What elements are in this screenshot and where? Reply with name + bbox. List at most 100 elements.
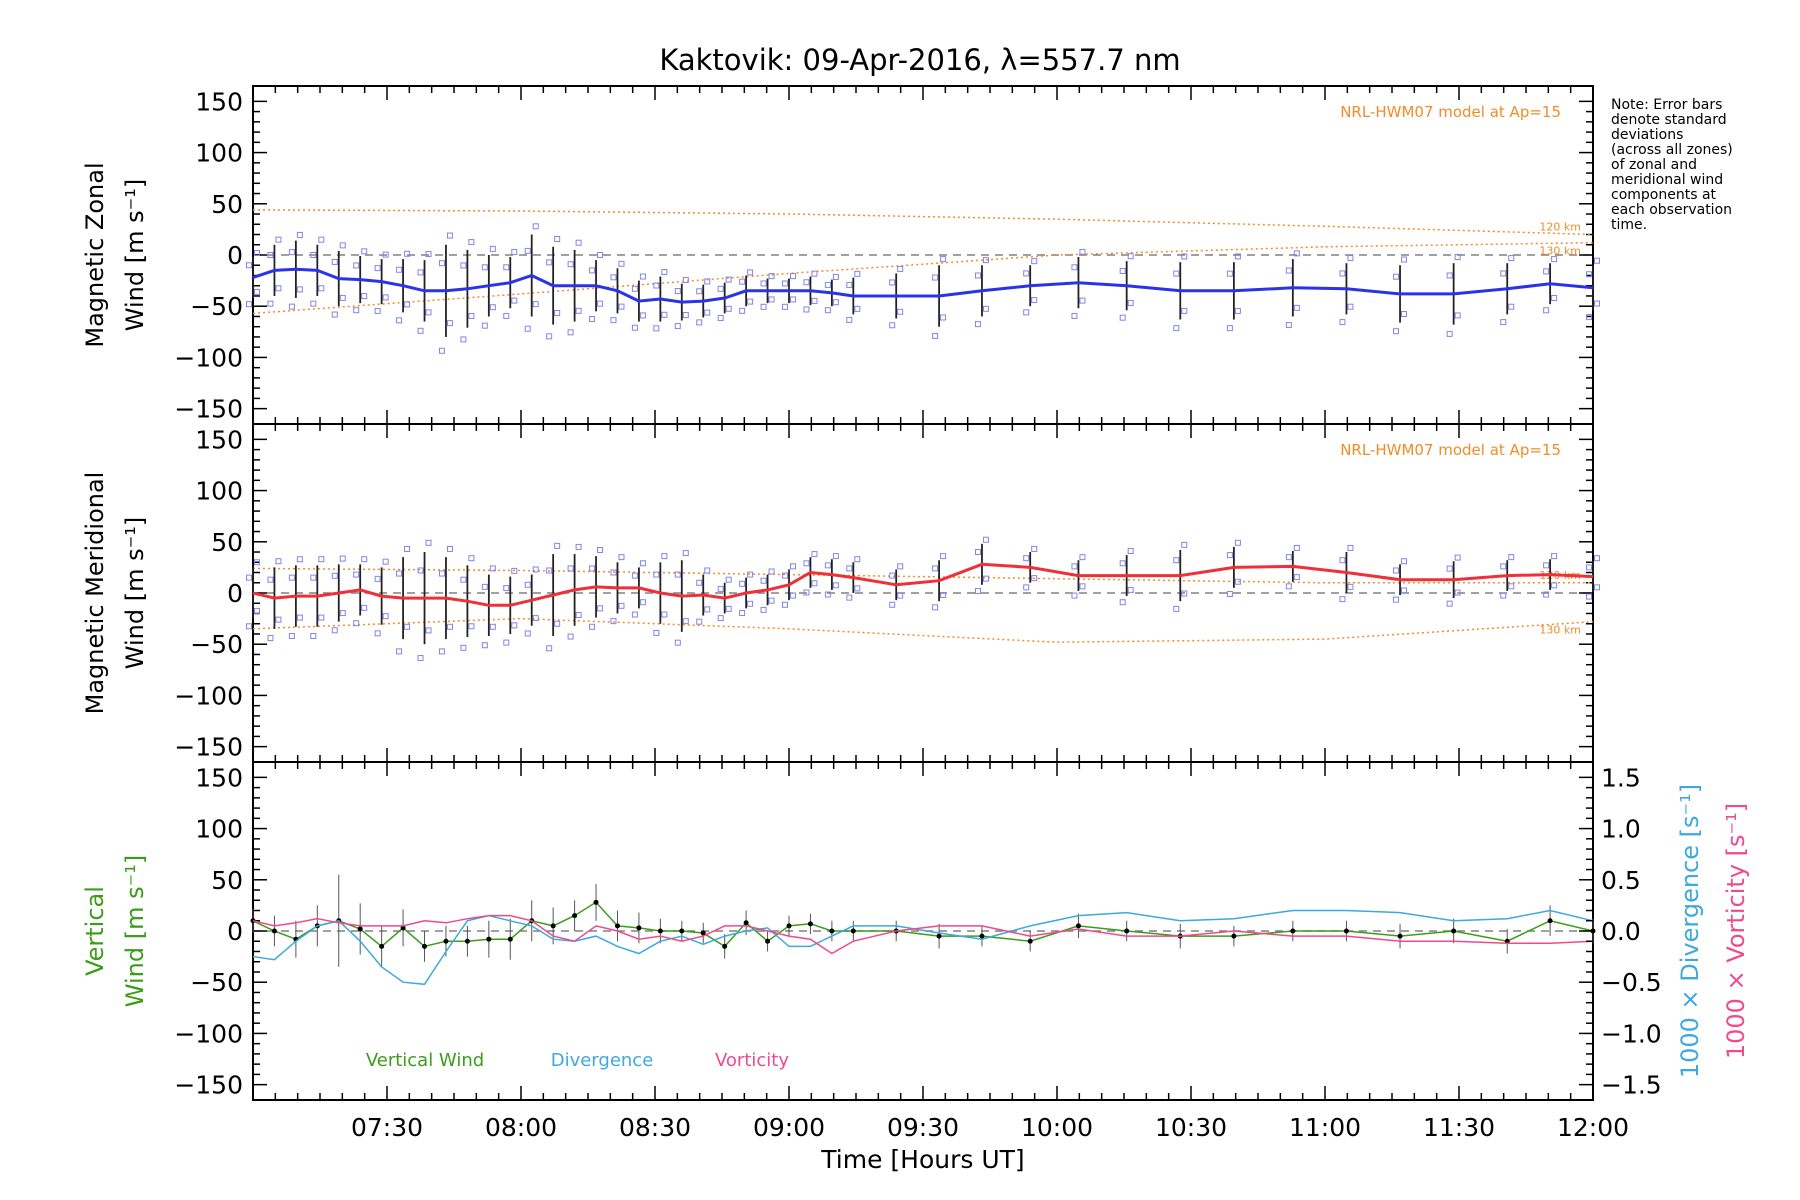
middle-zone-marker	[1454, 589, 1461, 596]
middle-zone-marker	[1079, 583, 1086, 590]
x-axis-title: Time [Hours UT]	[820, 1145, 1024, 1174]
middle-zone-marker	[296, 556, 303, 563]
middle-zone-marker	[618, 602, 625, 609]
middle-zone-marker	[1127, 548, 1134, 555]
bottom-ytick-label: −100	[174, 1019, 243, 1048]
note-line-0: Note: Error bars	[1611, 97, 1722, 113]
top-zone-marker	[567, 329, 574, 336]
top-zone-marker	[374, 307, 381, 314]
top-zone-marker	[503, 264, 510, 271]
middle-model-curve	[252, 567, 1593, 584]
top-zone-marker	[803, 306, 810, 313]
bottom-vertical-point	[357, 926, 363, 932]
top-zone-marker	[1446, 272, 1453, 279]
middle-zone-marker	[438, 648, 445, 655]
top-zone-marker	[275, 236, 282, 243]
top-zone-marker	[1031, 258, 1038, 265]
middle-zone-marker	[331, 572, 338, 579]
middle-zone-marker	[546, 645, 553, 652]
top-zone-marker	[717, 314, 724, 321]
bottom-vertical-point	[464, 938, 470, 944]
top-zone-marker	[661, 269, 668, 276]
middle-zone-marker	[1500, 592, 1507, 599]
top-zone-marker	[631, 324, 638, 331]
bottom-vertical-point	[1397, 933, 1403, 939]
top-zone-marker	[747, 298, 754, 305]
middle-zone-marker	[1079, 554, 1086, 561]
bottom-vertical-point	[422, 943, 428, 949]
top-zone-marker	[481, 264, 488, 271]
top-zone-marker	[310, 300, 317, 307]
top-zone-marker	[1339, 270, 1346, 277]
top-zone-marker	[618, 260, 625, 267]
middle-ytick-label: −100	[174, 681, 243, 710]
top-zone-marker	[267, 300, 274, 307]
top-zone-marker	[725, 305, 732, 312]
top-zone-marker	[503, 312, 510, 319]
bottom-ytick-label: 0	[227, 917, 243, 946]
top-zone-marker	[382, 294, 389, 301]
bottom-vertical-point	[765, 938, 771, 944]
top-zone-marker	[524, 325, 531, 332]
middle-zone-marker	[682, 618, 689, 625]
top-zone-marker	[1401, 310, 1408, 317]
top-zone-marker	[318, 236, 325, 243]
middle-zone-marker	[725, 605, 732, 612]
note-block: Note: Error bars denote standard deviati…	[1611, 97, 1733, 233]
xtick-label: 12:00	[1557, 1113, 1629, 1142]
bottom-ylabel-line1: Vertical	[81, 886, 109, 976]
middle-zone-marker	[374, 630, 381, 637]
middle-ylabel: Magnetic Meridional Wind [m s⁻¹]	[81, 472, 149, 715]
middle-zone-marker	[1071, 592, 1078, 599]
middle-zone-marker	[1543, 591, 1550, 598]
top-zone-marker	[417, 327, 424, 334]
middle-zone-marker	[1226, 591, 1233, 598]
middle-zone-marker	[254, 607, 260, 614]
middle-zone-marker	[511, 622, 518, 629]
top-zone-marker	[288, 249, 295, 256]
top-zone-marker	[296, 231, 303, 238]
middle-zone-marker	[318, 614, 325, 621]
top-zone-marker	[1500, 270, 1507, 277]
middle-zone-marker	[1500, 563, 1507, 570]
top-zone-marker	[425, 250, 432, 257]
bottom-ylabel-line2: Wind [m s⁻¹]	[121, 855, 149, 1007]
xtick-label: 09:30	[887, 1113, 959, 1142]
middle-zone-marker	[1586, 564, 1592, 571]
middle-zone-marker	[511, 567, 518, 574]
middle-zone-marker	[353, 620, 360, 627]
bottom-vertical-point	[550, 923, 556, 929]
top-zone-marker	[1454, 254, 1461, 261]
top-zone-marker	[589, 316, 596, 323]
middle-zone-marker	[1173, 605, 1180, 612]
top-zone-marker	[1127, 299, 1134, 306]
top-zone-marker	[846, 316, 853, 323]
top-ytick-label: −100	[174, 343, 243, 372]
top-zone-marker	[438, 260, 445, 267]
middle-zone-marker	[254, 559, 260, 566]
bottom-vertical-point	[1343, 928, 1349, 934]
bottom-vertical-point	[679, 928, 685, 934]
middle-zone-marker	[1401, 587, 1408, 594]
middle-zone-marker	[446, 545, 453, 552]
top-zone-marker	[1446, 330, 1453, 337]
middle-zone-marker	[331, 627, 338, 634]
middle-zone-marker	[468, 623, 475, 630]
middle-zone-marker	[717, 585, 724, 592]
middle-zone-marker	[468, 555, 475, 562]
top-ylabel-line1: Magnetic Zonal	[81, 162, 109, 347]
top-zone-marker	[889, 279, 896, 286]
middle-zone-marker	[1551, 553, 1558, 560]
middle-zone-marker	[1293, 544, 1300, 551]
top-zone-marker	[1594, 300, 1600, 307]
middle-zone-marker	[438, 570, 445, 577]
legend-item: Vorticity	[715, 1050, 789, 1071]
middle-zone-marker	[481, 583, 488, 590]
middle-zone-marker	[1031, 545, 1038, 552]
middle-zone-marker	[1119, 599, 1126, 606]
bottom-vertical-point	[700, 930, 706, 936]
top-zone-marker	[631, 285, 638, 292]
legend-item: Divergence	[551, 1050, 654, 1071]
middle-zone-marker	[567, 633, 574, 640]
